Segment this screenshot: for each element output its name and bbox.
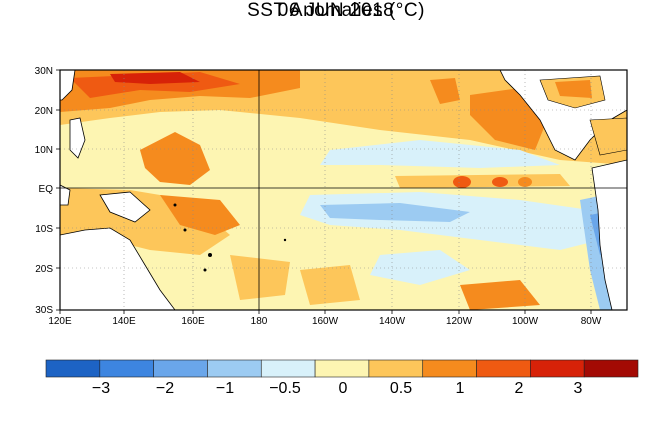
colorbar-swatch <box>368 359 424 378</box>
lat-label: 10S <box>35 224 53 235</box>
axis-ticks <box>56 69 592 314</box>
colorbar-swatch <box>583 359 639 378</box>
colorbar-swatch <box>207 359 262 378</box>
colorbar-label: −3 <box>92 380 110 397</box>
map-title: SST Anomalies (°C) <box>247 0 425 21</box>
colorbar-label: 2 <box>515 380 524 397</box>
lon-label: 120W <box>446 316 473 327</box>
grid-lines <box>60 70 627 310</box>
colorbar-label: −0.5 <box>269 380 301 397</box>
colorbar-label: 1 <box>456 380 465 397</box>
colorbar-swatch <box>422 359 477 378</box>
lon-label: 100W <box>512 316 539 327</box>
colorbar-swatch <box>260 359 316 378</box>
map-frame <box>59 69 628 311</box>
lat-label: 30N <box>35 66 53 77</box>
colorbar-label: 0 <box>339 380 348 397</box>
colorbar-swatch <box>153 359 208 378</box>
lat-label: 20N <box>35 106 53 117</box>
lon-label: 140E <box>112 316 136 327</box>
lon-label: 180 <box>251 316 268 327</box>
colorbar-swatch <box>45 359 101 378</box>
lon-label: 140W <box>379 316 406 327</box>
colorbar <box>45 359 639 378</box>
map-date: 06 JUN 2018 <box>277 0 395 21</box>
lon-label: 160W <box>312 316 339 327</box>
lon-label: 160E <box>181 316 205 327</box>
colorbar-swatch <box>99 359 154 378</box>
colorbar-swatch <box>314 359 370 378</box>
anomaly-field <box>60 70 627 310</box>
lon-label: 80W <box>581 316 602 327</box>
lat-label: 20S <box>35 264 53 275</box>
lat-label: 10N <box>35 145 53 156</box>
colorbar-label: −1 <box>216 380 234 397</box>
colorbar-swatch <box>476 359 531 378</box>
colorbar-swatch <box>530 359 585 378</box>
colorbar-label: 3 <box>574 380 583 397</box>
lat-label: 30S <box>35 305 53 316</box>
colorbar-labels: −3 −2 −1 −0.5 0 0.5 1 2 3 <box>92 380 583 397</box>
colorbar-label: −2 <box>156 380 174 397</box>
colorbar-label: 0.5 <box>390 380 412 397</box>
lat-label: EQ <box>39 184 54 195</box>
lon-label: 120E <box>48 316 72 327</box>
